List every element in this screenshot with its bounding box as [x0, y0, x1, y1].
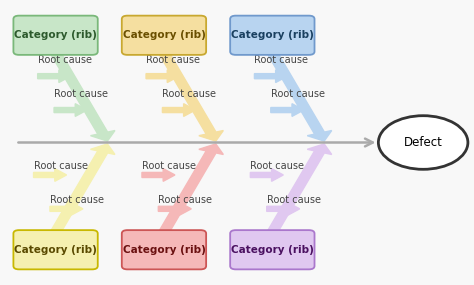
- FancyArrow shape: [267, 202, 300, 215]
- Text: Root cause: Root cause: [54, 89, 108, 99]
- Text: Root cause: Root cause: [142, 161, 196, 171]
- Text: Root cause: Root cause: [271, 89, 325, 99]
- Text: Root cause: Root cause: [250, 161, 304, 171]
- Text: Root cause: Root cause: [255, 55, 309, 65]
- Text: Root cause: Root cause: [158, 195, 212, 205]
- Text: Root cause: Root cause: [34, 161, 88, 171]
- Text: Category (rib): Category (rib): [122, 30, 205, 40]
- FancyArrow shape: [250, 169, 283, 181]
- FancyBboxPatch shape: [230, 16, 315, 55]
- FancyArrow shape: [142, 169, 175, 181]
- Text: Root cause: Root cause: [146, 55, 200, 65]
- FancyArrow shape: [51, 52, 115, 141]
- Text: Root cause: Root cause: [267, 195, 321, 205]
- FancyArrow shape: [146, 70, 179, 83]
- FancyBboxPatch shape: [122, 230, 206, 269]
- FancyBboxPatch shape: [13, 230, 98, 269]
- Text: Category (rib): Category (rib): [231, 245, 314, 255]
- FancyArrow shape: [50, 202, 83, 215]
- FancyArrow shape: [255, 70, 287, 83]
- Text: Category (rib): Category (rib): [122, 245, 205, 255]
- FancyArrow shape: [54, 104, 87, 116]
- FancyArrow shape: [159, 144, 223, 233]
- FancyBboxPatch shape: [13, 16, 98, 55]
- FancyBboxPatch shape: [122, 16, 206, 55]
- Text: Root cause: Root cause: [163, 89, 217, 99]
- FancyArrow shape: [51, 144, 115, 233]
- FancyBboxPatch shape: [230, 230, 315, 269]
- FancyArrow shape: [34, 169, 66, 181]
- Circle shape: [378, 116, 468, 169]
- Text: Category (rib): Category (rib): [14, 30, 97, 40]
- FancyArrow shape: [159, 52, 223, 141]
- Text: Category (rib): Category (rib): [14, 245, 97, 255]
- FancyArrow shape: [271, 104, 304, 116]
- FancyArrow shape: [158, 202, 191, 215]
- Text: Root cause: Root cause: [37, 55, 91, 65]
- Text: Category (rib): Category (rib): [231, 30, 314, 40]
- FancyArrow shape: [267, 52, 332, 141]
- FancyArrow shape: [267, 144, 332, 233]
- FancyArrow shape: [163, 104, 195, 116]
- Text: Root cause: Root cause: [50, 195, 104, 205]
- FancyArrow shape: [37, 70, 71, 83]
- Text: Defect: Defect: [404, 136, 443, 149]
